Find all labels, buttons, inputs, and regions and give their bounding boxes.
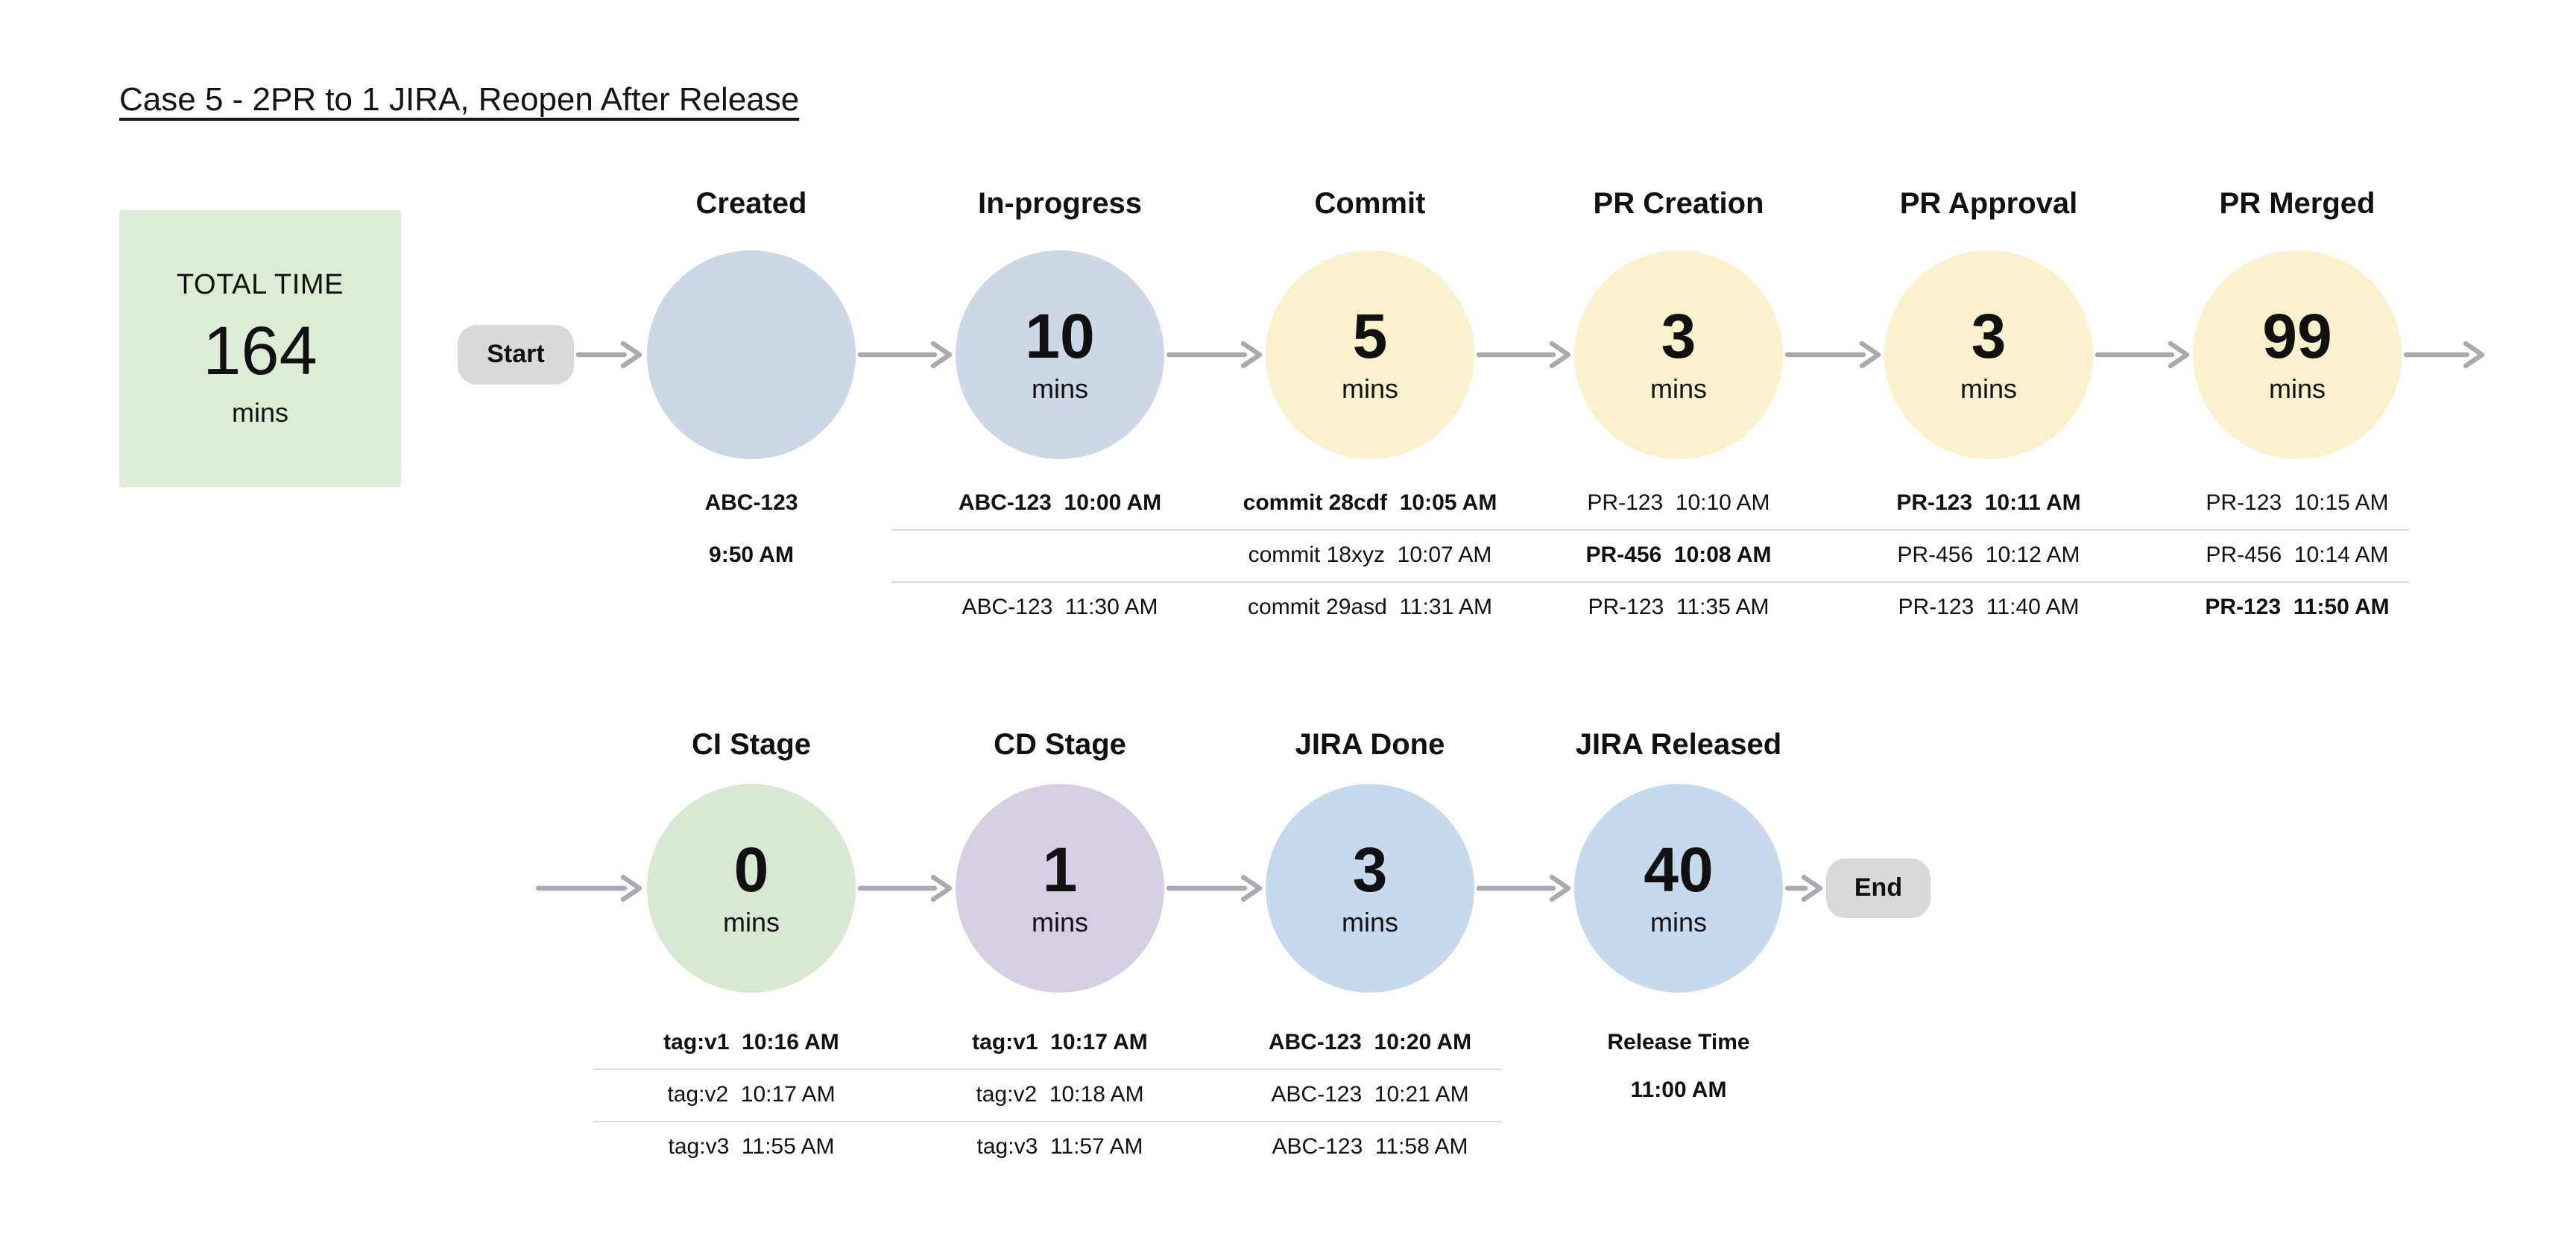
annotation-release-time-label: Release Time bbox=[1607, 1030, 1750, 1055]
annotation-ci-1: tag:v1 10:16 AM bbox=[663, 1030, 839, 1055]
annotation-ci-3: tag:v3 11:55 AM bbox=[668, 1134, 835, 1160]
annotation-pr-approval-3: PR-123 11:40 AM bbox=[1898, 595, 2080, 620]
stage-header-ci-stage: CI Stage bbox=[691, 729, 812, 762]
annotation-in-progress-3: ABC-123 11:30 AM bbox=[962, 595, 1158, 620]
annotation-pr-creation-1: PR-123 10:10 AM bbox=[1587, 490, 1770, 516]
arrow-cd-to-jira-done bbox=[1166, 874, 1263, 902]
row-separator bbox=[891, 529, 2409, 531]
stage-circle-pr-merged: 99 mins bbox=[2193, 250, 2402, 459]
stage-unit-cd-stage: mins bbox=[1031, 907, 1088, 937]
total-time-card: TOTAL TIME 164 mins bbox=[119, 210, 401, 487]
stage-circle-pr-approval: 3 mins bbox=[1884, 250, 2093, 459]
annotation-created-1: ABC-123 bbox=[704, 490, 798, 516]
row-separator bbox=[593, 1069, 1501, 1070]
stage-header-created: Created bbox=[695, 188, 807, 221]
stage-circle-jira-released: 40 mins bbox=[1574, 784, 1783, 993]
end-pill-label: End bbox=[1854, 873, 1903, 902]
row-separator bbox=[593, 1121, 1501, 1122]
stage-circle-created bbox=[647, 250, 856, 459]
annotation-created-2: 9:50 AM bbox=[709, 543, 794, 568]
stage-value-jira-done: 3 bbox=[1352, 835, 1388, 905]
annotation-commit-1: commit 28cdf 10:05 AM bbox=[1243, 490, 1497, 516]
start-pill-label: Start bbox=[487, 340, 545, 368]
annotation-pr-creation-3: PR-123 11:35 AM bbox=[1588, 595, 1770, 620]
annotation-jira-done-2: ABC-123 10:21 AM bbox=[1271, 1082, 1469, 1107]
annotation-in-progress-1: ABC-123 10:00 AM bbox=[958, 490, 1162, 516]
stage-unit-jira-done: mins bbox=[1341, 907, 1398, 937]
total-time-unit: mins bbox=[231, 397, 288, 427]
annotation-pr-approval-1: PR-123 10:11 AM bbox=[1896, 490, 2081, 516]
annotation-ci-2: tag:v2 10:17 AM bbox=[667, 1082, 836, 1107]
stage-unit-pr-merged: mins bbox=[2268, 373, 2326, 404]
annotation-pr-merged-3: PR-123 11:50 AM bbox=[2205, 595, 2390, 620]
stage-value-pr-creation: 3 bbox=[1661, 301, 1696, 372]
annotation-jira-done-1: ABC-123 10:20 AM bbox=[1268, 1030, 1472, 1055]
arrow-in-progress-to-commit bbox=[1166, 341, 1263, 369]
stage-value-pr-merged: 99 bbox=[2262, 301, 2332, 372]
stage-header-commit: Commit bbox=[1314, 188, 1426, 221]
page-title: Case 5 - 2PR to 1 JIRA, Reopen After Rel… bbox=[119, 80, 800, 118]
stage-circle-in-progress: 10 mins bbox=[956, 250, 1164, 459]
arrow-start-to-created bbox=[575, 341, 643, 369]
arrow-ci-to-cd bbox=[857, 874, 953, 902]
annotation-pr-merged-1: PR-123 10:15 AM bbox=[2206, 490, 2389, 516]
annotation-commit-2: commit 18xyz 10:07 AM bbox=[1248, 543, 1492, 568]
annotation-pr-creation-2: PR-456 10:08 AM bbox=[1585, 543, 1772, 568]
stage-value-pr-approval: 3 bbox=[1971, 301, 2007, 372]
stage-unit-pr-creation: mins bbox=[1650, 373, 1707, 404]
arrow-jira-done-to-jira-released bbox=[1476, 874, 1571, 902]
total-time-label: TOTAL TIME bbox=[176, 269, 344, 300]
stage-unit-ci-stage: mins bbox=[722, 907, 780, 937]
arrow-pr-approval-to-pr-merged bbox=[2094, 341, 2190, 369]
stage-value-jira-released: 40 bbox=[1644, 835, 1714, 905]
arrow-pr-merged-continue bbox=[2403, 341, 2485, 369]
stage-unit-in-progress: mins bbox=[1031, 373, 1088, 404]
stage-circle-jira-done: 3 mins bbox=[1266, 784, 1474, 993]
stage-circle-pr-creation: 3 mins bbox=[1574, 250, 1783, 459]
row-separator bbox=[891, 581, 2409, 583]
arrow-commit-to-pr-creation bbox=[1476, 341, 1571, 369]
arrow-jira-released-to-end bbox=[1784, 874, 1823, 902]
stage-header-cd-stage: CD Stage bbox=[994, 729, 1126, 762]
stage-unit-pr-approval: mins bbox=[1960, 373, 2017, 404]
start-pill: Start bbox=[458, 325, 574, 385]
stage-value-ci-stage: 0 bbox=[733, 835, 769, 905]
annotation-jira-done-3: ABC-123 11:58 AM bbox=[1272, 1134, 1468, 1160]
end-pill: End bbox=[1826, 858, 1931, 918]
stage-circle-cd-stage: 1 mins bbox=[956, 784, 1164, 993]
stage-value-in-progress: 10 bbox=[1025, 301, 1095, 372]
annotation-commit-3: commit 29asd 11:31 AM bbox=[1248, 595, 1492, 620]
arrow-created-to-in-progress bbox=[857, 341, 953, 369]
stage-header-in-progress: In-progress bbox=[977, 188, 1143, 221]
stage-circle-commit: 5 mins bbox=[1266, 250, 1474, 459]
arrow-pr-creation-to-pr-approval bbox=[1784, 341, 1881, 369]
stage-unit-commit: mins bbox=[1341, 373, 1398, 404]
annotation-cd-1: tag:v1 10:17 AM bbox=[972, 1030, 1148, 1055]
annotation-cd-3: tag:v3 11:57 AM bbox=[976, 1134, 1143, 1160]
stage-value-cd-stage: 1 bbox=[1042, 835, 1078, 905]
annotation-cd-2: tag:v2 10:18 AM bbox=[976, 1082, 1144, 1107]
stage-value-commit: 5 bbox=[1352, 301, 1388, 372]
annotation-release-time-value: 11:00 AM bbox=[1630, 1078, 1727, 1103]
stage-header-jira-done: JIRA Done bbox=[1295, 729, 1445, 762]
stage-header-pr-approval: PR Approval bbox=[1899, 188, 2078, 221]
annotation-pr-approval-2: PR-456 10:12 AM bbox=[1897, 543, 2080, 568]
annotation-pr-merged-2: PR-456 10:14 AM bbox=[2206, 543, 2389, 568]
stage-unit-jira-released: mins bbox=[1650, 907, 1707, 937]
arrow-continue-to-ci-stage bbox=[535, 874, 643, 902]
stage-header-jira-released: JIRA Released bbox=[1575, 729, 1782, 762]
stage-circle-ci-stage: 0 mins bbox=[647, 784, 856, 993]
stage-header-pr-merged: PR Merged bbox=[2219, 188, 2375, 221]
total-time-value: 164 bbox=[203, 311, 318, 388]
stage-header-pr-creation: PR Creation bbox=[1593, 188, 1764, 221]
